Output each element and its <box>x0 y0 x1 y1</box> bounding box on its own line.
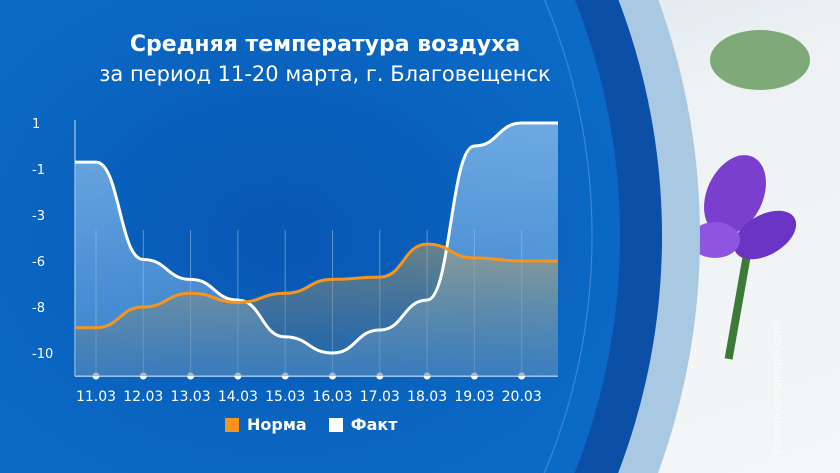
legend-swatch-norma <box>225 417 239 432</box>
chart-subtitle: за период 11-20 марта, г. Благовещенск <box>99 62 551 86</box>
x-tick-label: 13.03 <box>171 389 211 405</box>
x-tick-label: 12.03 <box>123 389 163 405</box>
legend-item-fakt: Факт <box>328 415 398 434</box>
y-tick-label: -6 <box>32 255 45 270</box>
watermark: storage.googleapis.com <box>770 322 783 455</box>
y-tick-label: 1 <box>32 117 40 132</box>
legend-label-fakt: Факт <box>350 415 398 434</box>
x-tick-label: 16.03 <box>312 389 352 405</box>
thin-ring <box>543 0 593 473</box>
x-tick-label: 11.03 <box>76 389 116 405</box>
chart-title: Средняя температура воздуха <box>129 32 521 57</box>
line-fakt <box>75 121 558 355</box>
y-tick-label: -10 <box>32 347 53 362</box>
area-norma <box>75 244 558 376</box>
legend: Норма Факт <box>225 415 398 434</box>
x-tick-label: 15.03 <box>265 389 305 405</box>
x-tick-label: 20.03 <box>502 389 542 405</box>
y-tick-label: -1 <box>32 163 45 178</box>
y-tick-label: -8 <box>32 301 45 316</box>
legend-label-norma: Норма <box>247 415 307 434</box>
x-tick-label: 17.03 <box>360 389 400 405</box>
line-norma <box>75 242 558 330</box>
y-tick-label: -3 <box>32 209 45 224</box>
crocus-flower-image <box>690 30 810 360</box>
x-tick-label: 14.03 <box>218 389 258 405</box>
legend-item-norma: Норма <box>225 415 307 434</box>
x-tick-label: 18.03 <box>407 389 447 405</box>
legend-swatch-fakt <box>328 417 343 432</box>
x-tick-label: 19.03 <box>454 389 494 405</box>
